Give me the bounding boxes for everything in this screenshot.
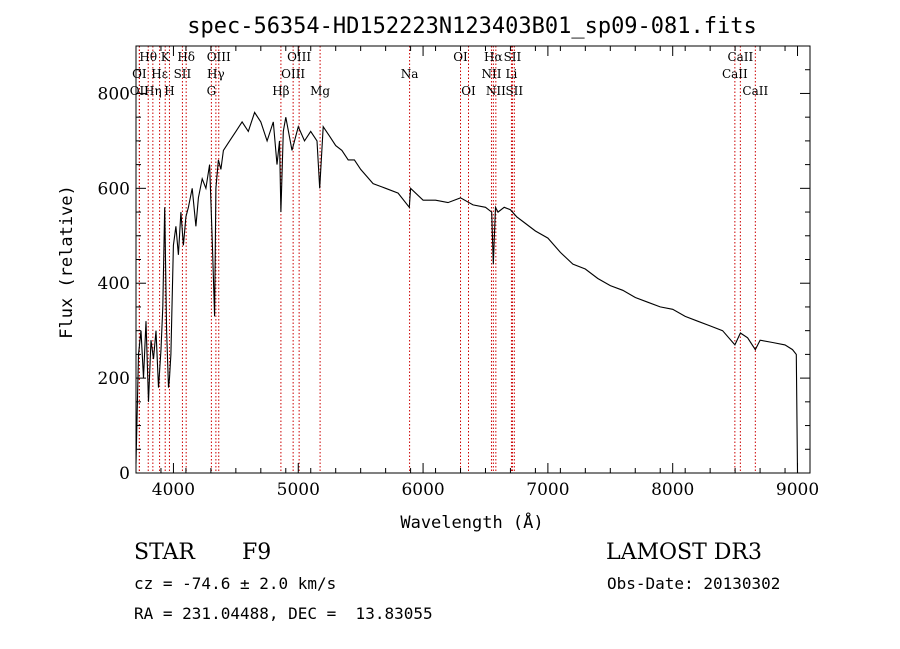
spectral-subclass: F9 [242, 540, 272, 565]
line-label: Hε [151, 67, 168, 81]
line-label: OIII [287, 50, 311, 64]
line-label: Li [506, 67, 518, 81]
axis-ticks: 4000 5000 6000 7000 8000 9000 0 200 400 600 800 [98, 46, 819, 500]
spectrum-line [135, 111, 799, 474]
line-label: Hη [144, 84, 162, 98]
line-label: G [207, 84, 217, 98]
x-tick-label: 9000 [776, 480, 819, 500]
line-label: Hβ [272, 84, 289, 98]
y-axis-label: Flux (relative) [57, 185, 77, 339]
y-tick-label: 600 [98, 179, 130, 199]
y-tick-label: 400 [98, 274, 130, 294]
spectrum-series [135, 111, 799, 474]
line-label: K [161, 50, 171, 64]
line-label: Hδ [177, 50, 195, 64]
x-tick-label: 8000 [651, 480, 694, 500]
spectral-line-markers [138, 46, 756, 473]
x-axis-label: Wavelength (Å) [400, 511, 543, 533]
line-label: CaII [722, 67, 748, 81]
line-label: Hθ [139, 50, 157, 64]
coordinates: RA = 231.04488, DEC = 13.83055 [134, 604, 433, 623]
y-tick-label: 0 [119, 464, 130, 484]
line-label: NII [481, 67, 501, 81]
line-label: Mg [310, 84, 330, 98]
x-tick-label: 7000 [526, 480, 569, 500]
line-label: OI [132, 67, 147, 81]
chart-title: spec-56354-HD152223N123403B01_sp09-081.f… [187, 14, 757, 39]
line-label: CaII [742, 84, 768, 98]
line-label: SII [505, 84, 523, 98]
survey-name: LAMOST DR3 [606, 540, 762, 565]
line-label: Hγ [207, 67, 225, 81]
line-label: OI [461, 84, 476, 98]
line-label: Na [401, 67, 419, 81]
line-label: OI [453, 50, 468, 64]
plot-frame [135, 45, 811, 474]
line-label: SII [504, 50, 522, 64]
line-label: Hα [484, 50, 503, 64]
x-tick-label: 4000 [152, 480, 195, 500]
line-label: OII [130, 84, 150, 98]
line-label: H [164, 84, 174, 98]
object-type: STAR [134, 540, 195, 565]
line-label: CaII [727, 50, 753, 64]
line-label: OIII [207, 50, 231, 64]
observation-date: Obs-Date: 20130302 [607, 574, 781, 593]
line-label: NII [486, 84, 506, 98]
line-label: SII [174, 67, 192, 81]
x-tick-label: 6000 [401, 480, 444, 500]
line-label: OIII [281, 67, 305, 81]
y-tick-label: 800 [98, 84, 130, 104]
redshift-cz: cz = -74.6 ± 2.0 km/s [134, 574, 337, 593]
x-tick-label: 5000 [277, 480, 320, 500]
y-tick-label: 200 [98, 369, 130, 389]
